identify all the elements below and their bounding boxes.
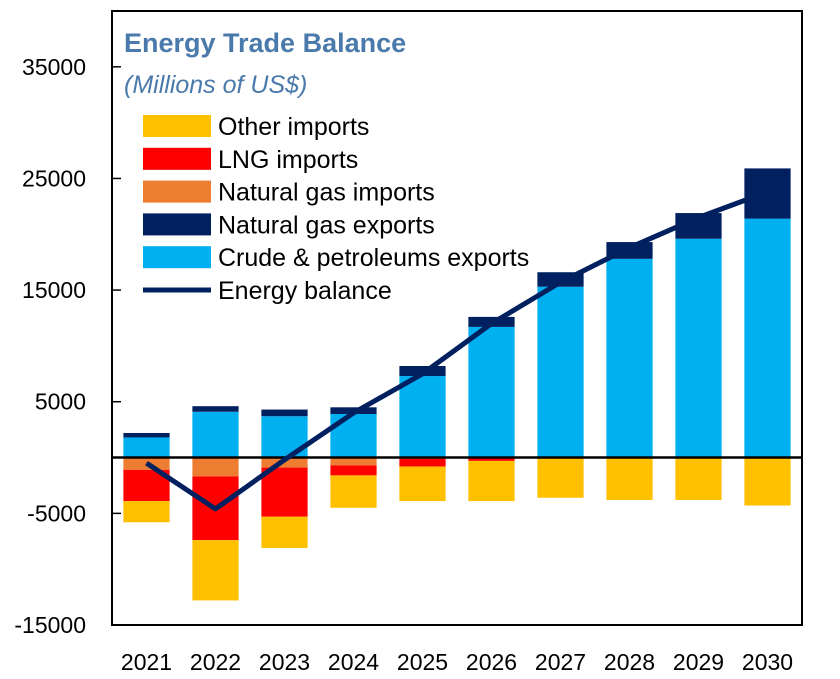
legend-item-natural-gas-imports: Natural gas imports xyxy=(143,179,435,207)
x-tick-label: 2023 xyxy=(259,649,310,675)
bar-other-imports-2023 xyxy=(261,516,308,548)
bar-other-imports-2027 xyxy=(537,457,584,498)
legend: Other imports LNG imports Natural gas impo… xyxy=(143,113,529,305)
legend-item-natural-gas-exports: Natural gas exports xyxy=(143,211,435,239)
legend-label: Crude & petroleums exports xyxy=(218,244,529,272)
x-tick-label: 2027 xyxy=(535,649,586,675)
legend-item-lng-imports: LNG imports xyxy=(143,146,358,174)
bar-natural-gas-imports-2022 xyxy=(192,457,239,477)
bar-crude-petroleums-exports-2024 xyxy=(330,414,377,458)
chart-title: Energy Trade Balance xyxy=(124,28,406,58)
y-tick-label: 5000 xyxy=(35,389,86,415)
bar-crude-petroleums-exports-2026 xyxy=(468,326,515,458)
legend-item-crude-petroleums-exports: Crude & petroleums exports xyxy=(143,244,529,272)
plot-area-frame xyxy=(111,10,803,626)
x-tick-label: 2028 xyxy=(604,649,655,675)
bar-other-imports-2026 xyxy=(468,460,515,502)
legend-label: Natural gas imports xyxy=(218,179,435,207)
bar-crude-petroleums-exports-2027 xyxy=(537,286,584,458)
x-tick-label: 2024 xyxy=(328,649,379,675)
bar-lng-imports-2025 xyxy=(399,458,446,467)
x-tick-label: 2029 xyxy=(673,649,724,675)
bar-natural-gas-exports-2023 xyxy=(261,409,308,417)
bar-crude-petroleums-exports-2025 xyxy=(399,376,446,458)
x-axis-ticks: 2021 2022 2023 2024 2025 2026 2027 2028 2029 2030 xyxy=(121,649,793,675)
bar-crude-petroleums-exports-2022 xyxy=(192,411,239,458)
bar-natural-gas-imports-2024 xyxy=(330,457,377,466)
chart-subtitle: (Millions of US$) xyxy=(124,71,307,99)
bar-crude-petroleums-exports-2030 xyxy=(744,218,791,458)
line-layer xyxy=(145,189,769,512)
bar-lng-imports-2024 xyxy=(330,465,377,476)
bar-crude-petroleums-exports-2028 xyxy=(606,258,653,458)
bars-layer xyxy=(123,168,791,601)
bar-other-imports-2030 xyxy=(744,457,791,506)
y-tick-label: -5000 xyxy=(27,500,86,526)
y-tick-label: 35000 xyxy=(22,54,86,80)
bar-other-imports-2028 xyxy=(606,457,653,500)
x-tick-label: 2030 xyxy=(742,649,793,675)
legend-label: Natural gas exports xyxy=(218,211,435,239)
legend-label: Energy balance xyxy=(218,277,392,305)
legend-swatch xyxy=(143,180,211,203)
bar-other-imports-2025 xyxy=(399,466,446,502)
legend-label: LNG imports xyxy=(218,146,358,174)
legend-swatch xyxy=(143,147,211,170)
x-tick-label: 2021 xyxy=(121,649,172,675)
y-tick-label: -15000 xyxy=(14,612,86,638)
y-tick-label: 25000 xyxy=(22,165,86,191)
bar-natural-gas-exports-2022 xyxy=(192,406,239,412)
legend-swatch xyxy=(143,115,211,137)
bar-crude-petroleums-exports-2021 xyxy=(123,437,170,458)
legend-item-other-imports: Other imports xyxy=(143,113,369,141)
y-tick-label: 15000 xyxy=(22,277,86,303)
legend-item-energy-balance: Energy balance xyxy=(143,277,392,305)
bar-other-imports-2024 xyxy=(330,475,377,508)
bar-other-imports-2022 xyxy=(192,540,239,601)
y-axis-ticks: 35000 25000 15000 5000 -5000 -15000 xyxy=(14,54,121,638)
legend-label: Other imports xyxy=(218,113,369,141)
x-tick-label: 2025 xyxy=(397,649,448,675)
legend-swatch xyxy=(143,246,211,269)
bar-crude-petroleums-exports-2029 xyxy=(675,238,722,458)
legend-swatch xyxy=(143,213,211,236)
bar-other-imports-2029 xyxy=(675,457,722,500)
bar-lng-imports-2026 xyxy=(468,457,515,461)
energy-balance-line xyxy=(145,189,769,512)
x-tick-label: 2026 xyxy=(466,649,517,675)
x-tick-label: 2022 xyxy=(190,649,241,675)
bar-natural-gas-exports-2021 xyxy=(123,432,170,438)
bar-lng-imports-2023 xyxy=(261,467,308,517)
bar-other-imports-2021 xyxy=(123,501,170,523)
